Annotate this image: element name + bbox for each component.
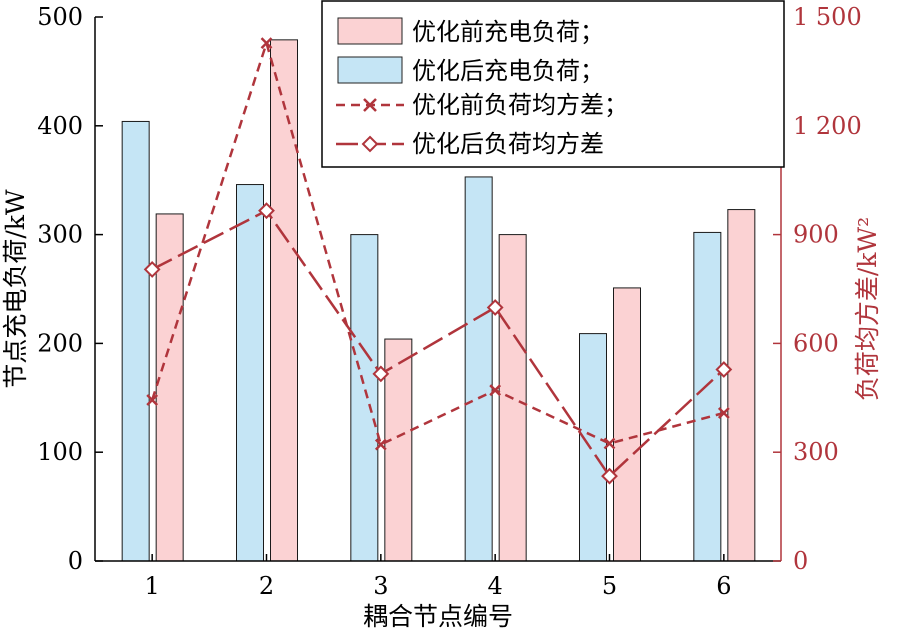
legend-x-marker-icon xyxy=(363,98,377,112)
x-marker-5 xyxy=(603,437,616,450)
bar-before-6 xyxy=(727,209,756,562)
diamond-marker-4 xyxy=(486,299,504,316)
y-axis-title-left: 节点充电负荷/kW xyxy=(1,189,30,389)
left-tick-label: 0 xyxy=(68,547,83,575)
right-tick-label: 300 xyxy=(793,438,839,466)
x-marker-4 xyxy=(489,384,502,397)
bar-after-1 xyxy=(121,120,150,562)
left-tick-label: 500 xyxy=(37,3,83,31)
bar-after-3 xyxy=(350,234,379,562)
legend-swatch-after-charging xyxy=(337,56,403,84)
right-tick-label: 1 500 xyxy=(793,3,862,31)
right-tick-label: 600 xyxy=(793,329,839,357)
left-tick-label: 100 xyxy=(37,438,83,466)
legend-label-after-variance: 优化后负荷均方差 xyxy=(412,130,604,158)
plot-area: 0 100 200 300 400 500 0 300 600 900 1 200 1 500 1 2 3 4… xyxy=(1,3,882,631)
bar-after-6 xyxy=(693,231,722,562)
bar-after-2 xyxy=(236,184,264,562)
bar-after-4 xyxy=(464,176,493,562)
legend-label-before-variance: 优化前负荷均方差； xyxy=(412,91,628,119)
diamond-marker-3 xyxy=(372,365,390,383)
bar-before-5 xyxy=(613,287,641,562)
x-axis-title: 耦合节点编号 xyxy=(363,602,513,631)
right-tick-label: 900 xyxy=(793,221,839,249)
diamond-marker-2 xyxy=(258,202,275,220)
x-tick-label: 2 xyxy=(259,572,274,600)
y-axis-title-right: 负荷均方差/kW² xyxy=(853,217,882,401)
left-tick-label: 300 xyxy=(37,221,83,249)
bar-after-5 xyxy=(579,333,607,562)
series-line-before-variance xyxy=(151,38,725,447)
x-marker-6 xyxy=(717,407,730,419)
series-line-after-variance xyxy=(151,209,725,479)
x-marker-1 xyxy=(146,394,159,406)
legend-swatch-before-charging xyxy=(337,17,403,45)
legend-label-before-charging: 优化前充电负荷； xyxy=(412,18,604,46)
legend-label-after-charging: 优化后充电负荷； xyxy=(412,57,604,85)
x-tick-label: 1 xyxy=(145,572,160,600)
right-tick-label: 0 xyxy=(793,547,808,575)
x-tick-label: 3 xyxy=(373,572,388,600)
diamond-marker-5 xyxy=(601,467,618,485)
left-tick-label: 200 xyxy=(37,329,83,357)
right-tick-label: 1 200 xyxy=(793,112,862,140)
bar-before-2 xyxy=(270,39,298,562)
legend-diamond-marker-icon xyxy=(361,135,379,153)
legend: 优化前充电负荷； 优化后充电负荷； 优化前负荷均方差； 优化后负荷均方差 xyxy=(321,0,785,168)
bar-before-3 xyxy=(384,338,413,562)
x-marker-3 xyxy=(374,438,387,451)
x-tick-label: 6 xyxy=(716,572,731,600)
x-marker-2 xyxy=(260,37,273,49)
diamond-marker-6 xyxy=(715,361,733,378)
x-tick-label: 4 xyxy=(488,572,503,600)
diamond-marker-1 xyxy=(143,261,161,278)
left-tick-label: 400 xyxy=(37,112,83,140)
x-tick-label: 5 xyxy=(602,572,617,600)
